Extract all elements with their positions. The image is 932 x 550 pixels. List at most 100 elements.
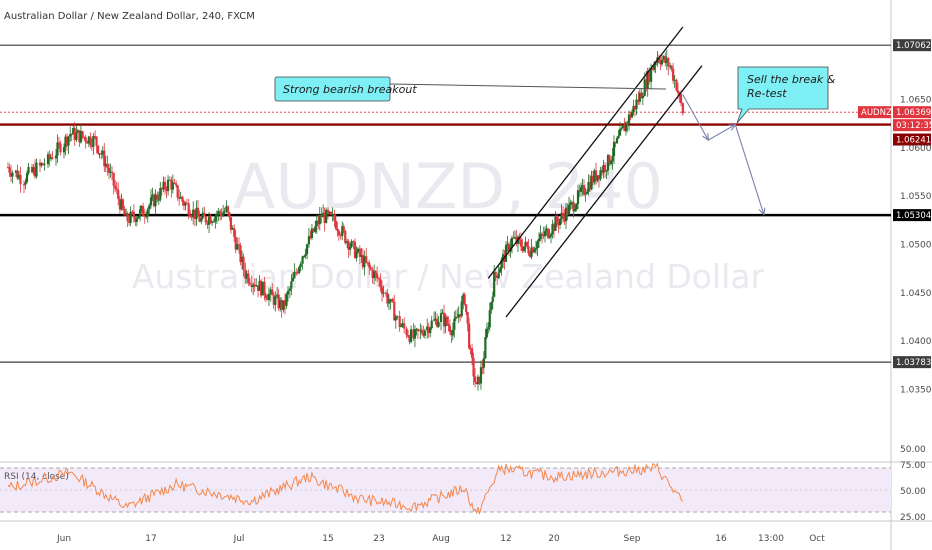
candle-body xyxy=(608,155,611,164)
candle-body xyxy=(606,155,610,171)
candle-body xyxy=(304,253,307,256)
candle-body xyxy=(318,214,321,225)
rsi-series xyxy=(7,462,684,515)
candle-body xyxy=(101,150,104,155)
candle-body xyxy=(350,241,353,247)
candle-body xyxy=(401,323,404,326)
candle-body xyxy=(291,277,294,282)
trade-callout[interactable]: Sell the break & Re-test xyxy=(736,66,836,124)
price-tag-label: 1.06369 xyxy=(896,108,931,118)
candle-body xyxy=(73,128,76,140)
candle-body xyxy=(305,244,309,254)
candle-body xyxy=(374,271,377,274)
candle-body xyxy=(525,241,529,247)
candle-body xyxy=(285,294,288,306)
candle-body xyxy=(637,99,640,102)
rsi-tick-50: 50.00 xyxy=(900,487,926,497)
rsi-tick-75: 75.00 xyxy=(900,461,926,471)
breakout-callout-pointer xyxy=(389,83,667,90)
candle-body xyxy=(201,212,204,219)
price-tag-label: 1.06241 xyxy=(896,136,931,146)
candle-body xyxy=(256,285,260,291)
candle-body xyxy=(17,174,21,179)
candle-body xyxy=(549,234,553,237)
candle-body xyxy=(193,209,197,220)
candle-body xyxy=(638,92,641,102)
candle-body xyxy=(219,211,222,214)
candle-body xyxy=(154,194,157,207)
candle-body xyxy=(14,170,18,173)
candle-body xyxy=(380,287,384,294)
candle-body xyxy=(487,327,490,329)
candle-body xyxy=(387,302,390,304)
candle-body xyxy=(500,259,503,269)
candle-body xyxy=(603,165,607,172)
candle-body xyxy=(185,203,189,205)
candle-body xyxy=(114,185,117,189)
candle-body xyxy=(195,207,198,220)
time-label-20: 20 xyxy=(548,534,560,544)
candle-body xyxy=(277,294,280,309)
candle-body xyxy=(79,131,83,143)
candle-body xyxy=(498,268,502,273)
price-tag xyxy=(893,356,931,369)
candle-body xyxy=(302,255,306,257)
candle-body xyxy=(22,184,26,186)
candle-body xyxy=(512,237,515,239)
price-tag xyxy=(893,119,931,132)
candle-body xyxy=(264,295,268,299)
candle-body xyxy=(215,214,218,217)
candle-body xyxy=(255,285,258,287)
candle-body xyxy=(548,236,551,238)
candle-body xyxy=(660,59,664,65)
candle-body xyxy=(579,187,583,192)
price-tag-label: AUDNZD xyxy=(861,108,899,118)
candle-body xyxy=(376,273,379,279)
candle-body xyxy=(349,246,352,250)
watermark-name: Australian Dollar / New Zealand Dollar xyxy=(132,257,765,296)
time-label-17: 17 xyxy=(145,534,156,544)
candle-body xyxy=(558,218,562,226)
candle-body xyxy=(542,234,545,237)
candle-body xyxy=(148,205,151,210)
candle-body xyxy=(25,173,29,183)
candle-body xyxy=(420,329,423,334)
candle-body xyxy=(533,249,536,253)
candle-body xyxy=(676,90,680,93)
candle-body xyxy=(233,228,236,237)
candle-body xyxy=(481,367,484,369)
time-label-16: 16 xyxy=(715,534,727,544)
candle-body xyxy=(430,320,433,329)
candle-body xyxy=(337,230,340,236)
candle-body xyxy=(546,228,550,238)
candle-body xyxy=(679,94,683,104)
candle-body xyxy=(393,301,396,321)
candle-body xyxy=(310,228,314,239)
candle-body xyxy=(524,241,527,247)
channel-lower-line[interactable] xyxy=(505,65,703,318)
candle-body xyxy=(496,275,499,278)
candle-body xyxy=(573,208,577,212)
candle-body xyxy=(566,207,569,215)
candle-body xyxy=(379,279,382,288)
candle-body xyxy=(132,212,135,218)
candle-body xyxy=(248,282,251,285)
projection-path[interactable] xyxy=(682,94,765,215)
candle-body xyxy=(468,323,471,349)
candle-body xyxy=(54,155,58,159)
candle-body xyxy=(519,239,523,247)
breakout-callout[interactable]: Strong bearish breakout xyxy=(274,76,667,102)
channel-upper-line[interactable] xyxy=(487,26,684,279)
candle-body xyxy=(669,65,672,67)
candle-body xyxy=(83,136,86,138)
price-tick: 1.03500 xyxy=(900,386,932,396)
candle-body xyxy=(217,211,220,215)
candle-body xyxy=(527,246,530,254)
candle-body xyxy=(507,243,511,252)
candle-body xyxy=(120,199,123,210)
candle-body xyxy=(72,128,75,135)
candle-body xyxy=(561,212,565,216)
candle-body xyxy=(288,288,291,291)
candle-body xyxy=(659,61,662,65)
